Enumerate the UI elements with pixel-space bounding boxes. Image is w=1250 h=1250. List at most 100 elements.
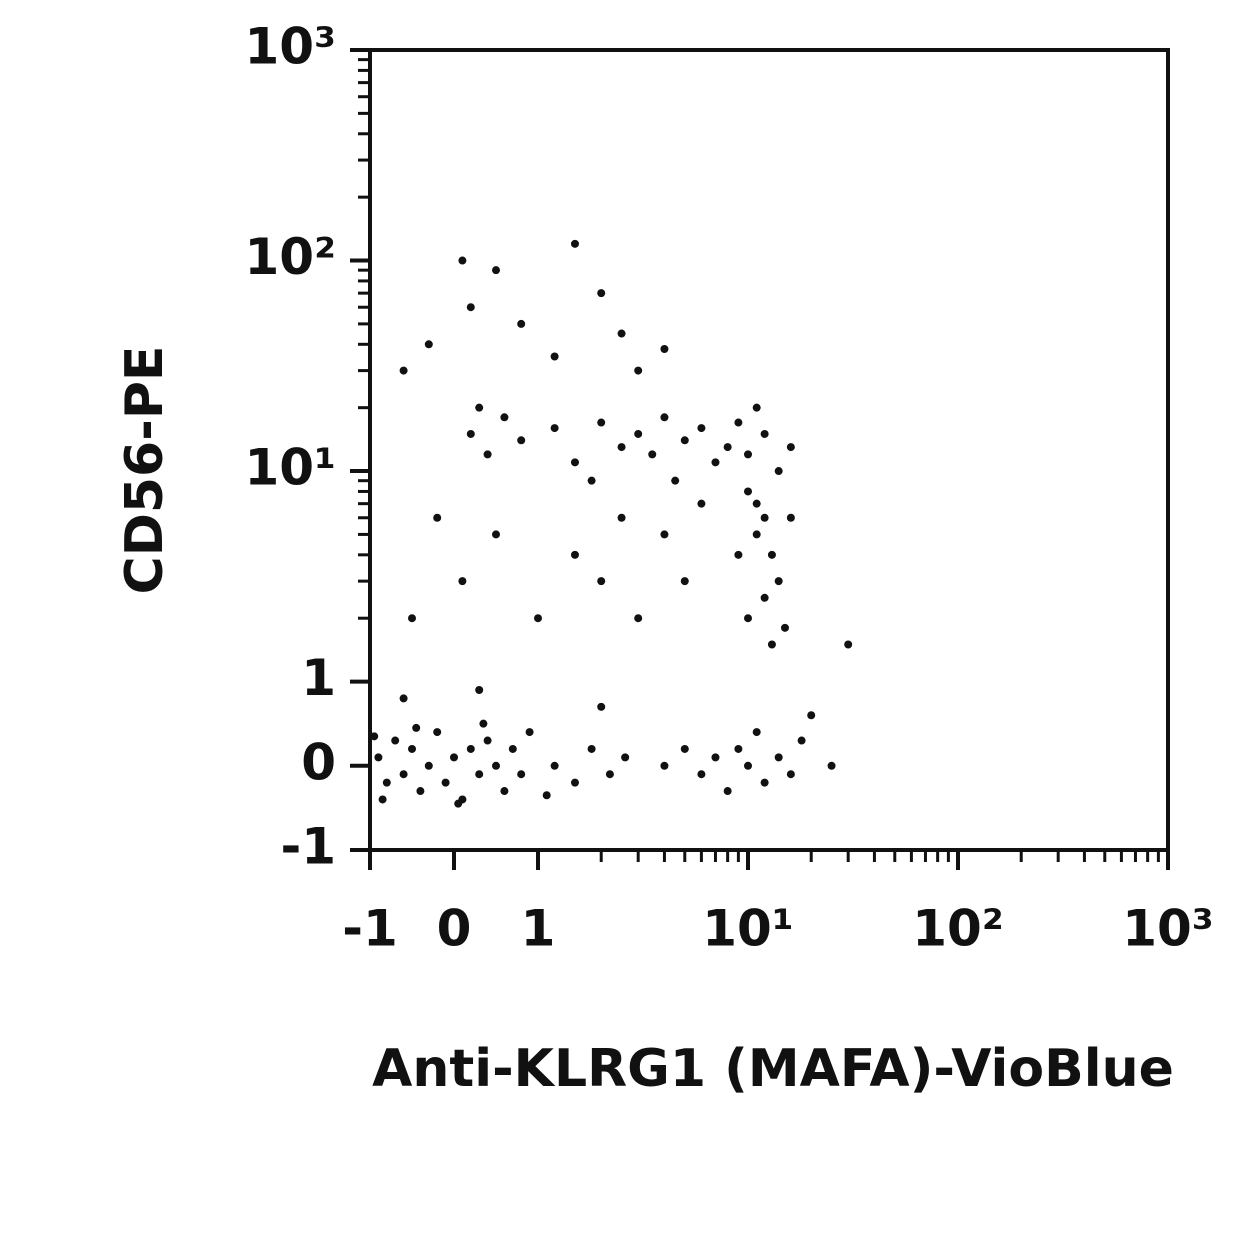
data-point xyxy=(492,530,500,539)
data-point xyxy=(399,366,408,375)
data-point xyxy=(597,577,606,586)
data-point xyxy=(479,719,488,728)
x-tick-label: 0 xyxy=(437,900,472,958)
data-point xyxy=(550,352,559,361)
data-point xyxy=(570,778,579,787)
data-point xyxy=(752,403,761,412)
data-point xyxy=(752,728,761,737)
data-point xyxy=(597,702,606,711)
x-tick-label: -1 xyxy=(342,900,398,958)
data-point xyxy=(382,778,391,787)
data-point xyxy=(500,787,509,796)
data-point xyxy=(723,787,732,796)
data-point xyxy=(723,443,732,452)
data-point xyxy=(517,770,526,779)
data-point xyxy=(587,476,596,485)
data-point xyxy=(760,429,769,438)
data-point xyxy=(734,418,743,427)
data-point xyxy=(780,623,789,632)
data-point xyxy=(734,550,743,559)
y-tick-label: 1 xyxy=(301,649,336,707)
data-point xyxy=(634,366,643,375)
data-point xyxy=(617,329,626,338)
data-point xyxy=(492,761,500,770)
data-point xyxy=(786,443,795,452)
data-point xyxy=(697,499,706,508)
data-point xyxy=(752,499,761,508)
data-point xyxy=(660,761,669,770)
data-point xyxy=(660,530,669,539)
data-point xyxy=(711,458,720,467)
data-point xyxy=(454,799,463,808)
data-point xyxy=(680,577,689,586)
data-point xyxy=(660,344,669,353)
data-point xyxy=(760,778,769,787)
data-point xyxy=(550,424,559,433)
data-point xyxy=(752,530,761,539)
data-point xyxy=(424,761,433,770)
y-tick-label: 0 xyxy=(301,733,336,791)
data-point xyxy=(412,723,421,732)
data-point xyxy=(797,736,806,745)
data-point xyxy=(680,436,689,445)
data-point xyxy=(597,289,606,298)
data-point xyxy=(648,450,657,459)
data-point xyxy=(433,728,442,737)
data-point xyxy=(634,429,643,438)
y-tick-label: 10¹ xyxy=(245,439,336,497)
data-point xyxy=(570,239,579,248)
data-point xyxy=(483,736,492,745)
data-point xyxy=(774,577,783,586)
data-point xyxy=(767,640,776,649)
y-tick-label: -1 xyxy=(280,818,336,876)
data-point xyxy=(697,770,706,779)
data-point xyxy=(508,744,517,753)
data-point xyxy=(433,513,442,522)
data-point xyxy=(744,761,752,770)
x-tick-label: 10¹ xyxy=(702,900,793,958)
data-point xyxy=(671,476,680,485)
data-point xyxy=(370,732,379,741)
data-point xyxy=(550,761,559,770)
data-point xyxy=(475,403,484,412)
data-point xyxy=(570,550,579,559)
data-point xyxy=(391,736,400,745)
data-point xyxy=(534,614,542,623)
data-point xyxy=(634,614,643,623)
data-point xyxy=(399,694,408,703)
data-point xyxy=(378,795,387,804)
data-point xyxy=(517,319,526,328)
data-point xyxy=(517,436,526,445)
data-point xyxy=(424,340,433,349)
data-point xyxy=(408,744,416,753)
data-point xyxy=(466,429,475,438)
y-tick-label: 10² xyxy=(245,228,336,286)
data-point xyxy=(744,614,752,623)
data-point xyxy=(475,686,484,694)
data-point xyxy=(760,513,769,522)
data-point xyxy=(807,711,816,720)
data-point xyxy=(786,770,795,779)
data-point xyxy=(844,640,853,649)
data-point xyxy=(483,450,492,459)
data-point xyxy=(416,787,425,796)
x-tick-label: 1 xyxy=(521,900,556,958)
data-point xyxy=(441,778,450,787)
data-point xyxy=(734,744,743,753)
x-tick-label: 10³ xyxy=(1122,900,1213,958)
data-point xyxy=(399,770,408,779)
data-point xyxy=(374,753,383,762)
data-point xyxy=(525,728,534,737)
data-point xyxy=(450,753,458,762)
data-point xyxy=(621,753,630,762)
data-point xyxy=(500,413,509,422)
data-point xyxy=(466,744,475,753)
data-point xyxy=(767,550,776,559)
data-point xyxy=(475,770,484,779)
data-point xyxy=(617,513,626,522)
y-tick-label: 10³ xyxy=(245,18,336,76)
data-point xyxy=(697,424,706,433)
data-point xyxy=(760,593,769,602)
